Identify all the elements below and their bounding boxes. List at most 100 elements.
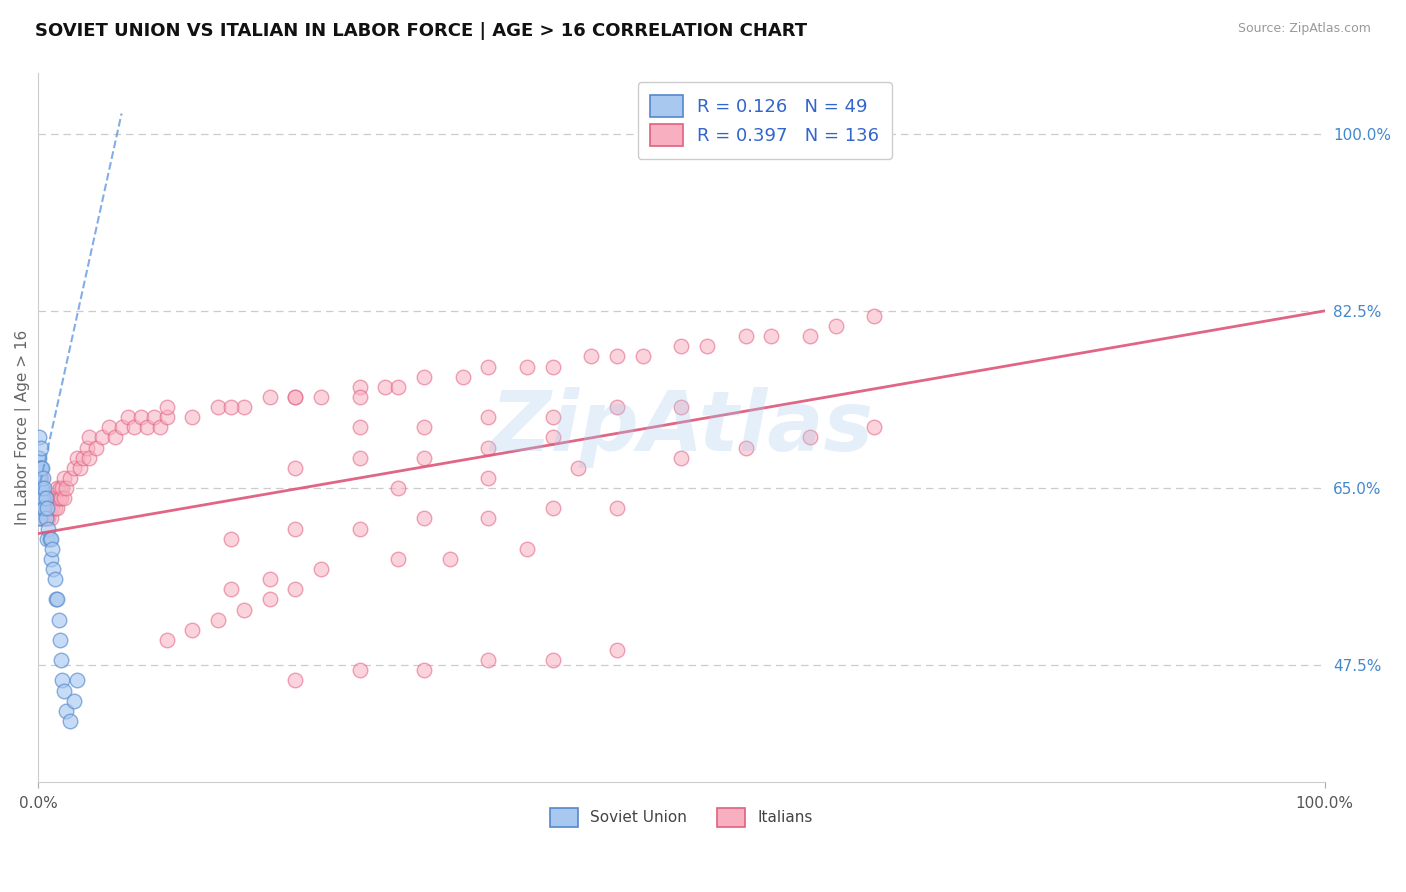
Point (284, 673, 307, 688)
Point (28, 481, 51, 495)
Point (136, 420, 159, 434)
Point (439, 552, 461, 566)
Point (49, 632, 72, 647)
Point (31, 460, 53, 475)
Y-axis label: In Labor Force | Age > 16: In Labor Force | Age > 16 (15, 330, 31, 525)
Point (39, 511, 62, 525)
Point (30, 491, 52, 506)
Point (34, 501, 56, 516)
Point (28, 491, 51, 506)
Point (374, 380, 396, 394)
Point (581, 350, 603, 364)
Point (284, 582, 307, 597)
Point (65, 673, 87, 688)
Point (49, 491, 72, 506)
Point (219, 400, 242, 414)
Point (28, 430, 51, 444)
Text: ZipAtlas: ZipAtlas (489, 387, 873, 467)
Point (42, 491, 65, 506)
Point (59, 714, 82, 728)
Point (207, 613, 229, 627)
Point (51, 673, 73, 688)
Point (34, 501, 56, 516)
Point (35, 501, 58, 516)
Point (207, 400, 229, 414)
Point (30, 481, 52, 495)
Point (541, 653, 564, 667)
Point (761, 329, 783, 343)
Point (72, 450, 94, 465)
Point (451, 369, 474, 384)
Point (541, 410, 564, 425)
Point (27, 450, 49, 465)
Point (34, 501, 56, 516)
Point (49, 481, 72, 495)
Point (46, 592, 69, 607)
Point (799, 329, 821, 343)
Point (30, 441, 52, 455)
Point (52, 683, 75, 698)
Point (413, 369, 436, 384)
Point (734, 329, 756, 343)
Point (28, 511, 51, 525)
Point (27, 501, 49, 516)
Point (124, 420, 146, 434)
Point (516, 359, 538, 374)
Point (671, 339, 693, 353)
Point (63, 460, 86, 475)
Point (42, 562, 65, 576)
Point (28, 481, 51, 495)
Legend: Soviet Union, Italians: Soviet Union, Italians (543, 800, 820, 834)
Point (387, 380, 409, 394)
Point (28, 471, 51, 485)
Point (232, 602, 254, 616)
Point (55, 704, 77, 718)
Point (28, 460, 51, 475)
Point (541, 359, 564, 374)
Point (142, 410, 165, 425)
Point (46, 501, 69, 516)
Point (606, 350, 628, 364)
Point (413, 663, 436, 677)
Point (149, 420, 172, 434)
Point (567, 460, 589, 475)
Point (413, 420, 436, 434)
Point (284, 390, 307, 404)
Point (28, 460, 51, 475)
Point (97, 420, 120, 434)
Point (734, 441, 756, 455)
Point (309, 562, 332, 576)
Point (863, 420, 886, 434)
Point (76, 441, 98, 455)
Point (181, 623, 204, 637)
Point (59, 471, 82, 485)
Point (44, 501, 66, 516)
Point (31, 491, 53, 506)
Point (387, 481, 409, 495)
Point (606, 400, 628, 414)
Point (477, 511, 499, 525)
Point (48, 613, 70, 627)
Point (28, 481, 51, 495)
Point (35, 501, 58, 516)
Point (32, 491, 55, 506)
Point (30, 460, 52, 475)
Point (28, 481, 51, 495)
Point (413, 511, 436, 525)
Point (30, 471, 52, 485)
Point (28, 460, 51, 475)
Point (38, 532, 60, 546)
Point (671, 400, 693, 414)
Point (39, 532, 62, 546)
Point (671, 450, 693, 465)
Point (28, 481, 51, 495)
Point (477, 441, 499, 455)
Point (477, 359, 499, 374)
Point (259, 572, 281, 586)
Point (63, 693, 86, 707)
Point (38, 501, 60, 516)
Point (34, 491, 56, 506)
Point (31, 501, 53, 516)
Point (69, 460, 91, 475)
Point (696, 339, 718, 353)
